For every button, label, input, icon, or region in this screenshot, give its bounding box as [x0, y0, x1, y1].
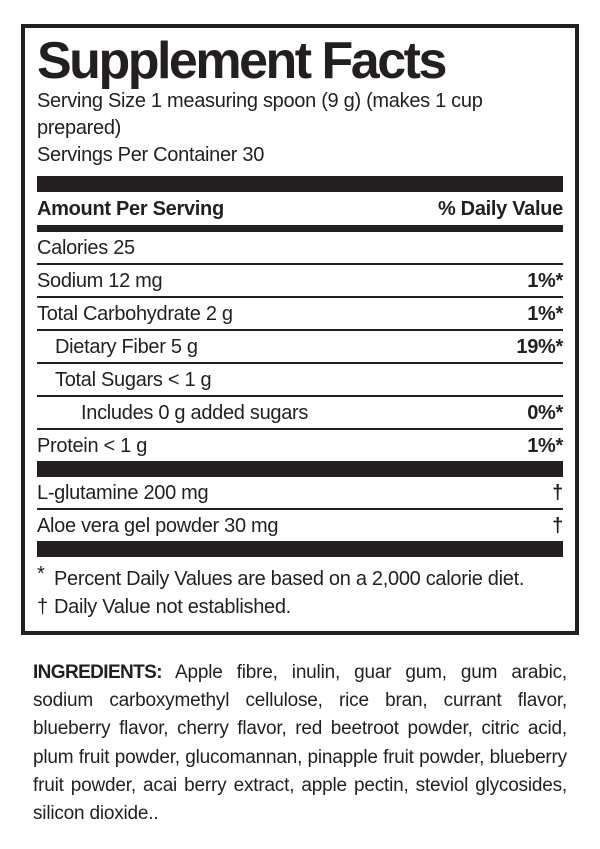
servings-per-container-line: Servings Per Container 30 — [37, 144, 265, 167]
footnote-text: Daily Value not established. — [54, 595, 291, 618]
nutrient-name: Sodium 12 mg — [37, 270, 163, 293]
footnote-not-established: † Daily Value not established. — [37, 594, 563, 622]
footnote-symbol: * — [37, 563, 45, 586]
nutrient-name: L-glutamine 200 mg — [37, 482, 209, 505]
nutrient-row-calories: Calories 25 — [37, 232, 563, 266]
nutrient-row-added-sugars: Includes 0 g added sugars 0%* — [37, 397, 563, 431]
nutrient-row-sodium: Sodium 12 mg 1%* — [37, 265, 563, 299]
nutrient-value: 1%* — [527, 303, 563, 326]
nutrient-row-protein: Protein < 1 g 1%* — [37, 430, 563, 461]
daily-value-header: % Daily Value — [437, 198, 563, 221]
footnote-symbol: † — [37, 595, 48, 618]
separator-bar-middle — [37, 461, 563, 478]
footnote-daily-values: * Percent Daily Values are based on a 2,… — [37, 563, 563, 594]
nutrient-row-dietary-fiber: Dietary Fiber 5 g 19%* — [37, 331, 563, 365]
nutrient-name: Total Sugars < 1 g — [55, 369, 212, 392]
daily-value-not-established-dagger: † — [552, 515, 563, 538]
ingredients-section: INGREDIENTS: Apple fibre, inulin, guar g… — [33, 659, 567, 828]
nutrient-name: Protein < 1 g — [37, 435, 148, 458]
nutrient-value: 19%* — [516, 336, 563, 359]
nutrient-value: 1%* — [527, 435, 563, 458]
ingredients-label: INGREDIENTS: — [33, 662, 163, 684]
nutrient-value: 0%* — [527, 402, 563, 425]
amount-per-serving-header: Amount Per Serving — [37, 198, 224, 221]
nutrient-name: Calories 25 — [37, 237, 135, 260]
other-ingredient-row-l-glutamine: L-glutamine 200 mg † — [37, 477, 563, 511]
separator-bar-top — [37, 176, 563, 193]
other-ingredient-row-aloe-vera: Aloe vera gel powder 30 mg † — [37, 510, 563, 541]
ingredients-text: Apple fibre, inulin, guar gum, gum arabi… — [33, 662, 567, 824]
nutrient-name: Aloe vera gel powder 30 mg — [37, 515, 279, 538]
separator-bar-header — [37, 225, 563, 233]
facts-title: Supplement Facts — [37, 32, 447, 90]
nutrient-name: Total Carbohydrate 2 g — [37, 303, 233, 326]
footnote-text: Percent Daily Values are based on a 2,00… — [54, 568, 525, 591]
separator-bar-bottom — [37, 541, 563, 558]
nutrient-row-total-sugars: Total Sugars < 1 g — [37, 364, 563, 398]
footnotes: * Percent Daily Values are based on a 2,… — [37, 557, 563, 621]
supplement-facts-panel: Supplement Facts Serving Size 1 measurin… — [21, 24, 579, 636]
nutrient-value: 1%* — [527, 270, 563, 293]
serving-size-line: Serving Size 1 measuring spoon (9 g) (ma… — [37, 90, 483, 140]
nutrient-row-total-carbohydrate: Total Carbohydrate 2 g 1%* — [37, 298, 563, 332]
nutrient-name: Includes 0 g added sugars — [81, 402, 309, 425]
nutrient-name: Dietary Fiber 5 g — [55, 336, 198, 359]
supplement-label-page: Supplement Facts Serving Size 1 measurin… — [0, 24, 600, 828]
column-header-row: Amount Per Serving % Daily Value — [37, 192, 563, 225]
daily-value-not-established-dagger: † — [552, 482, 563, 505]
